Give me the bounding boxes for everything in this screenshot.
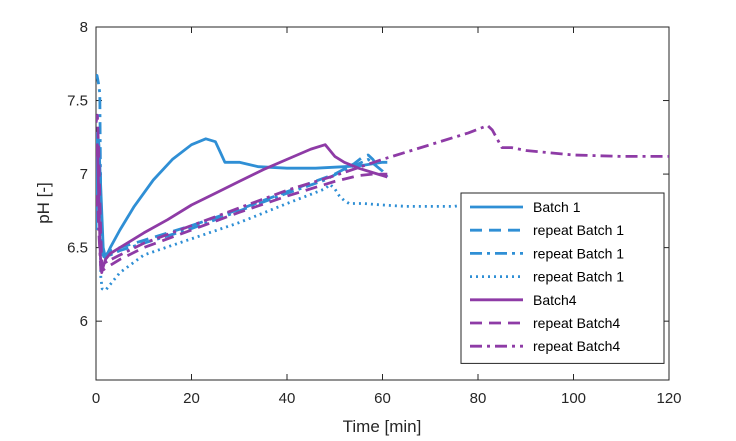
y-tick-label: 8 (80, 19, 88, 36)
legend-label: repeat Batch 1 (533, 245, 624, 261)
y-tick-label: 6.5 (67, 240, 88, 257)
legend-label: Batch 1 (533, 199, 581, 215)
x-tick-label: 60 (374, 390, 391, 407)
y-tick-label: 7.5 (67, 93, 88, 110)
x-tick-label: 100 (561, 390, 586, 407)
y-axis-label: pH [-] (34, 182, 53, 224)
legend-box (460, 192, 665, 364)
x-tick-label: 120 (656, 390, 681, 407)
series-lines (96, 74, 669, 292)
legend-label: repeat Batch4 (533, 338, 620, 354)
x-tick-label: 0 (92, 390, 100, 407)
y-tick-label: 7 (80, 166, 88, 183)
legend: Batch 1 repeat Batch 1 repeat Batch 1 repea… (460, 192, 665, 364)
legend-label: repeat Batch 1 (533, 222, 624, 238)
x-tick-label: 40 (279, 390, 296, 407)
series-line-6 (96, 113, 388, 272)
legend-label: repeat Batch4 (533, 315, 620, 331)
axis-ticks: 0 20 40 60 80 100 120 6 6.5 7 7.5 8 (67, 19, 681, 407)
x-axis-label: Time [min] (343, 417, 422, 436)
x-tick-label: 20 (183, 390, 200, 407)
series-line-4 (96, 128, 464, 292)
y-tick-label: 6 (80, 313, 88, 330)
legend-label: repeat Batch 1 (533, 269, 624, 285)
x-tick-label: 80 (470, 390, 487, 407)
legend-label: Batch4 (533, 292, 577, 308)
